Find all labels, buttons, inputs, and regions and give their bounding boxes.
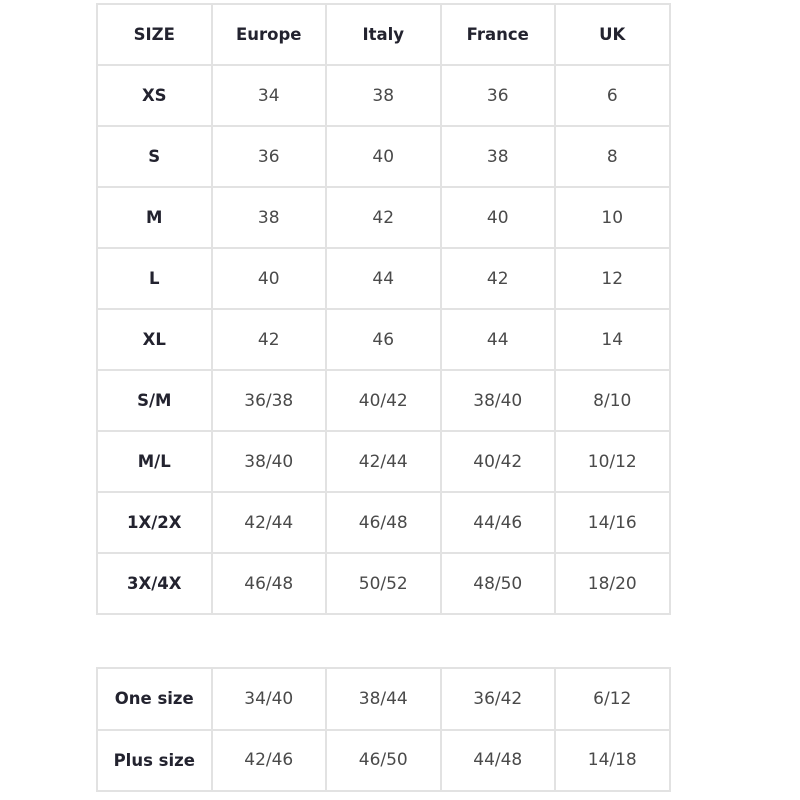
- size-conversion-table: SIZE Europe Italy France UK XS 34 38 36 6 S 36 40 38 8…: [96, 3, 671, 615]
- table-cell: 34: [210, 64, 327, 127]
- table-cell: 40: [439, 186, 556, 249]
- table-cell: 44: [439, 308, 556, 371]
- table-cell: 10/12: [554, 430, 671, 493]
- table-cell: 40: [210, 247, 327, 310]
- table-cell: 38: [439, 125, 556, 188]
- table-cell: 36: [210, 125, 327, 188]
- table-cell: 42: [439, 247, 556, 310]
- table-cell: 48/50: [439, 552, 556, 615]
- table-row: 3X/4X 46/48 50/52 48/50 18/20: [96, 552, 671, 615]
- table-cell: 50/52: [325, 552, 442, 615]
- table-cell: 38/44: [325, 667, 442, 731]
- row-header: 3X/4X: [96, 552, 213, 615]
- table-row: S 36 40 38 8: [96, 125, 671, 188]
- table-cell: 8/10: [554, 369, 671, 432]
- table-cell: 40/42: [325, 369, 442, 432]
- row-header: L: [96, 247, 213, 310]
- table-cell: 12: [554, 247, 671, 310]
- table-cell: 36/42: [439, 667, 556, 731]
- table-cell: 8: [554, 125, 671, 188]
- table-cell: 42: [210, 308, 327, 371]
- table-row: Plus size 42/46 46/50 44/48 14/18: [96, 728, 671, 792]
- table-row: L 40 44 42 12: [96, 247, 671, 310]
- row-header: XL: [96, 308, 213, 371]
- row-header: One size: [96, 667, 213, 731]
- table-cell: 40/42: [439, 430, 556, 493]
- column-header: UK: [554, 3, 671, 66]
- table-cell: 36: [439, 64, 556, 127]
- table-cell: 10: [554, 186, 671, 249]
- table-row: M/L 38/40 42/44 40/42 10/12: [96, 430, 671, 493]
- table-cell: 38/40: [439, 369, 556, 432]
- row-header: 1X/2X: [96, 491, 213, 554]
- row-header: M: [96, 186, 213, 249]
- table-cell: 44/48: [439, 728, 556, 792]
- row-header: S: [96, 125, 213, 188]
- table-cell: 14/18: [554, 728, 671, 792]
- table-cell: 38/40: [210, 430, 327, 493]
- table-cell: 36/38: [210, 369, 327, 432]
- column-header: France: [439, 3, 556, 66]
- table-cell: 40: [325, 125, 442, 188]
- table-cell: 18/20: [554, 552, 671, 615]
- table-cell: 42/44: [325, 430, 442, 493]
- table-cell: 6: [554, 64, 671, 127]
- special-size-table: One size 34/40 38/44 36/42 6/12 Plus size 42/4…: [96, 667, 671, 792]
- table-cell: 38: [210, 186, 327, 249]
- column-header: Europe: [210, 3, 327, 66]
- row-header: M/L: [96, 430, 213, 493]
- header-row: SIZE Europe Italy France UK: [96, 3, 671, 66]
- table-cell: 44: [325, 247, 442, 310]
- table-cell: 46/48: [325, 491, 442, 554]
- table-row: XL 42 46 44 14: [96, 308, 671, 371]
- table-cell: 46/50: [325, 728, 442, 792]
- table-cell: 42/46: [210, 728, 327, 792]
- table-cell: 44/46: [439, 491, 556, 554]
- column-header: SIZE: [96, 3, 213, 66]
- table-row: M 38 42 40 10: [96, 186, 671, 249]
- table-row: S/M 36/38 40/42 38/40 8/10: [96, 369, 671, 432]
- column-header: Italy: [325, 3, 442, 66]
- table-cell: 38: [325, 64, 442, 127]
- table-cell: 34/40: [210, 667, 327, 731]
- table-cell: 14/16: [554, 491, 671, 554]
- table-cell: 42: [325, 186, 442, 249]
- table-cell: 46: [325, 308, 442, 371]
- table-cell: 46/48: [210, 552, 327, 615]
- table-cell: 42/44: [210, 491, 327, 554]
- row-header: Plus size: [96, 728, 213, 792]
- row-header: XS: [96, 64, 213, 127]
- table-cell: 6/12: [554, 667, 671, 731]
- row-header: S/M: [96, 369, 213, 432]
- table-cell: 14: [554, 308, 671, 371]
- table-row: One size 34/40 38/44 36/42 6/12: [96, 667, 671, 731]
- table-row: XS 34 38 36 6: [96, 64, 671, 127]
- table-row: 1X/2X 42/44 46/48 44/46 14/16: [96, 491, 671, 554]
